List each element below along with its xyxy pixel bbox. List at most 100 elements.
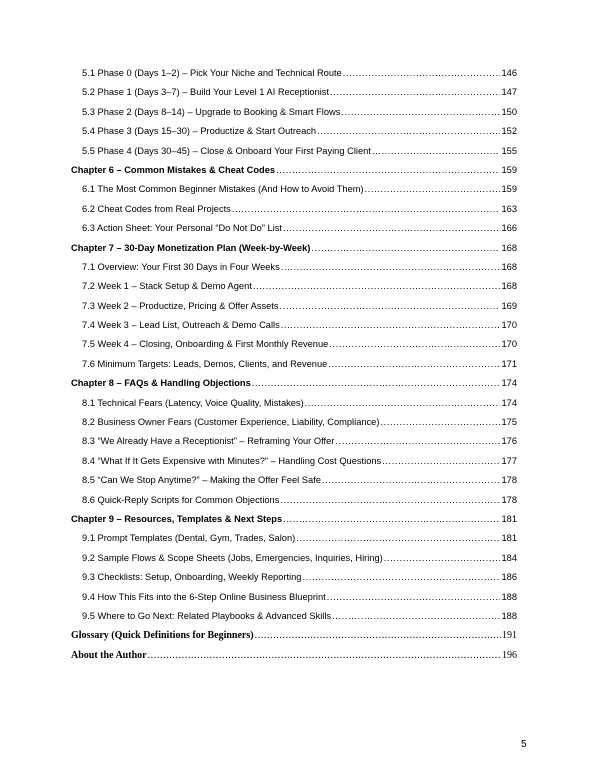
toc-entry-page: 163 bbox=[501, 203, 517, 214]
toc-entry-page: 169 bbox=[501, 300, 517, 311]
toc-section-entry[interactable]: 9.4 How This Fits into the 6-Step Online… bbox=[71, 592, 517, 611]
toc-entry-title: Chapter 6 – Common Mistakes & Cheat Code… bbox=[71, 164, 276, 175]
toc-entry-page: 147 bbox=[501, 87, 517, 98]
toc-entry-page: 168 bbox=[501, 261, 517, 272]
dot-leader bbox=[343, 68, 501, 78]
dot-leader bbox=[276, 165, 500, 175]
dot-leader bbox=[311, 243, 500, 253]
toc-section-entry[interactable]: 6.1 The Most Common Beginner Mistakes (A… bbox=[71, 184, 517, 203]
toc-section-entry[interactable]: 9.3 Checklists: Setup, Onboarding, Weekl… bbox=[71, 572, 517, 591]
dot-leader bbox=[280, 301, 501, 311]
toc-entry-title: About the Author bbox=[71, 649, 147, 661]
toc-section-entry[interactable]: 5.3 Phase 2 (Days 8–14) – Upgrade to Boo… bbox=[71, 107, 517, 126]
toc-entry-title: 8.6 Quick-Reply Scripts for Common Objec… bbox=[82, 494, 280, 505]
dot-leader bbox=[365, 184, 501, 194]
toc-entry-title: 7.2 Week 1 – Stack Setup & Demo Agent bbox=[82, 281, 252, 292]
toc-entry-title: Chapter 8 – FAQs & Handling Objections bbox=[71, 378, 251, 389]
toc-chapter-entry[interactable]: Chapter 7 – 30-Day Monetization Plan (We… bbox=[71, 243, 517, 262]
toc-section-entry[interactable]: 7.4 Week 3 – Lead List, Outreach & Demo … bbox=[71, 320, 517, 339]
toc-section-entry[interactable]: 8.4 “What If It Gets Expensive with Minu… bbox=[71, 456, 517, 475]
toc-entry-page: 186 bbox=[501, 572, 517, 583]
toc-entry-page: 170 bbox=[501, 339, 517, 350]
toc-chapter-entry[interactable]: Glossary (Quick Definitions for Beginner… bbox=[71, 630, 517, 649]
toc-entry-page: 196 bbox=[502, 649, 517, 661]
toc-section-entry[interactable]: 5.2 Phase 1 (Days 3–7) – Build Your Leve… bbox=[71, 87, 517, 106]
toc-section-entry[interactable]: 8.5 “Can We Stop Anytime?” – Making the … bbox=[71, 475, 517, 494]
toc-entry-title: 6.2 Cheat Codes from Real Projects bbox=[82, 203, 231, 214]
toc-entry-title: 8.2 Business Owner Fears (Customer Exper… bbox=[82, 417, 380, 428]
dot-leader bbox=[335, 436, 500, 446]
dot-leader bbox=[255, 630, 501, 641]
toc-section-entry[interactable]: 8.6 Quick-Reply Scripts for Common Objec… bbox=[71, 495, 517, 514]
toc-section-entry[interactable]: 8.2 Business Owner Fears (Customer Exper… bbox=[71, 417, 517, 436]
toc-section-entry[interactable]: 8.3 “We Already Have a Receptionist” – R… bbox=[71, 436, 517, 455]
toc-section-entry[interactable]: 9.2 Sample Flows & Scope Sheets (Jobs, E… bbox=[71, 553, 517, 572]
toc-entry-page: 159 bbox=[501, 184, 517, 195]
toc-section-entry[interactable]: 6.2 Cheat Codes from Real Projects 163 bbox=[71, 204, 517, 223]
toc-entry-title: 9.5 Where to Go Next: Related Playbooks … bbox=[82, 610, 332, 621]
toc-section-entry[interactable]: 7.6 Minimum Targets: Leads, Demos, Clien… bbox=[71, 359, 517, 378]
dot-leader bbox=[281, 320, 501, 330]
dot-leader bbox=[283, 223, 500, 233]
toc-section-entry[interactable]: 9.1 Prompt Templates (Dental, Gym, Trade… bbox=[71, 533, 517, 552]
dot-leader bbox=[296, 533, 500, 543]
toc-entry-title: 9.3 Checklists: Setup, Onboarding, Weekl… bbox=[82, 572, 302, 583]
toc-entry-title: 8.4 “What If It Gets Expensive with Minu… bbox=[82, 455, 382, 466]
toc-section-entry[interactable]: 7.3 Week 2 – Productize, Pricing & Offer… bbox=[71, 301, 517, 320]
toc-entry-title: 7.4 Week 3 – Lead List, Outreach & Demo … bbox=[82, 320, 280, 331]
dot-leader bbox=[330, 87, 500, 97]
page-number: 5 bbox=[521, 739, 527, 750]
toc-entry-title: 5.1 Phase 0 (Days 1–2) – Pick Your Niche… bbox=[82, 68, 342, 78]
toc-section-entry[interactable]: 7.5 Week 4 – Closing, Onboarding & First… bbox=[71, 339, 517, 358]
dot-leader bbox=[317, 126, 500, 136]
toc-section-entry[interactable]: 5.5 Phase 4 (Days 30–45) – Close & Onboa… bbox=[71, 146, 517, 165]
toc-entry-page: 168 bbox=[501, 281, 517, 292]
toc-entry-title: 5.3 Phase 2 (Days 8–14) – Upgrade to Boo… bbox=[82, 106, 341, 117]
dot-leader bbox=[328, 359, 500, 369]
toc-entry-page: 168 bbox=[501, 242, 517, 253]
toc-entry-page: 155 bbox=[501, 145, 517, 156]
toc-entry-title: Glossary (Quick Definitions for Beginner… bbox=[71, 630, 254, 642]
toc-chapter-entry[interactable]: Chapter 9 – Resources, Templates & Next … bbox=[71, 514, 517, 533]
toc-entry-title: 6.3 Action Sheet: Your Personal “Do Not … bbox=[82, 223, 282, 234]
toc-entry-page: 174 bbox=[501, 397, 517, 408]
toc-section-entry[interactable]: 6.3 Action Sheet: Your Personal “Do Not … bbox=[71, 223, 517, 242]
dot-leader bbox=[382, 456, 500, 466]
dot-leader bbox=[329, 339, 500, 349]
toc-entry-page: 176 bbox=[501, 436, 517, 447]
dot-leader bbox=[372, 146, 501, 156]
toc-entry-title: 7.3 Week 2 – Productize, Pricing & Offer… bbox=[82, 300, 279, 311]
toc-entry-title: 5.5 Phase 4 (Days 30–45) – Close & Onboa… bbox=[82, 145, 371, 156]
dot-leader bbox=[341, 107, 500, 117]
toc-entry-title: 5.4 Phase 3 (Days 15–30) – Productize & … bbox=[82, 126, 317, 137]
toc-entry-page: 177 bbox=[501, 455, 517, 466]
toc-entry-title: 8.3 “We Already Have a Receptionist” – R… bbox=[82, 436, 335, 447]
toc-entry-title: Chapter 7 – 30-Day Monetization Plan (We… bbox=[71, 242, 311, 253]
dot-leader bbox=[384, 553, 501, 563]
dot-leader bbox=[322, 475, 501, 485]
toc-entry-page: 170 bbox=[501, 320, 517, 331]
toc-entry-title: 8.5 “Can We Stop Anytime?” – Making the … bbox=[82, 475, 321, 486]
toc-chapter-entry[interactable]: About the Author 196 bbox=[71, 650, 517, 669]
toc-entry-page: 150 bbox=[501, 106, 517, 117]
dot-leader bbox=[302, 572, 500, 582]
dot-leader bbox=[148, 650, 501, 661]
toc-section-entry[interactable]: 8.1 Technical Fears (Latency, Voice Qual… bbox=[71, 398, 517, 417]
dot-leader bbox=[232, 204, 501, 214]
toc-section-entry[interactable]: 9.5 Where to Go Next: Related Playbooks … bbox=[71, 611, 517, 630]
toc-entry-page: 181 bbox=[501, 513, 517, 524]
toc-entry-page: 146 bbox=[501, 68, 517, 78]
toc-chapter-entry[interactable]: Chapter 8 – FAQs & Handling Objections 17… bbox=[71, 378, 517, 397]
toc-entry-page: 152 bbox=[501, 126, 517, 137]
toc-section-entry[interactable]: 5.4 Phase 3 (Days 15–30) – Productize & … bbox=[71, 126, 517, 145]
toc-chapter-entry[interactable]: Chapter 6 – Common Mistakes & Cheat Code… bbox=[71, 165, 517, 184]
toc-section-entry[interactable]: 5.1 Phase 0 (Days 1–2) – Pick Your Niche… bbox=[71, 68, 517, 87]
toc-entry-page: 166 bbox=[501, 223, 517, 234]
toc-entry-page: 184 bbox=[501, 552, 517, 563]
dot-leader bbox=[280, 495, 500, 505]
toc-section-entry[interactable]: 7.2 Week 1 – Stack Setup & Demo Agent 168 bbox=[71, 281, 517, 300]
toc-entry-page: 178 bbox=[501, 475, 517, 486]
toc-section-entry[interactable]: 7.1 Overview: Your First 30 Days in Four… bbox=[71, 262, 517, 281]
toc-entry-title: 7.6 Minimum Targets: Leads, Demos, Clien… bbox=[82, 358, 328, 369]
toc-entry-page: 191 bbox=[502, 630, 517, 642]
